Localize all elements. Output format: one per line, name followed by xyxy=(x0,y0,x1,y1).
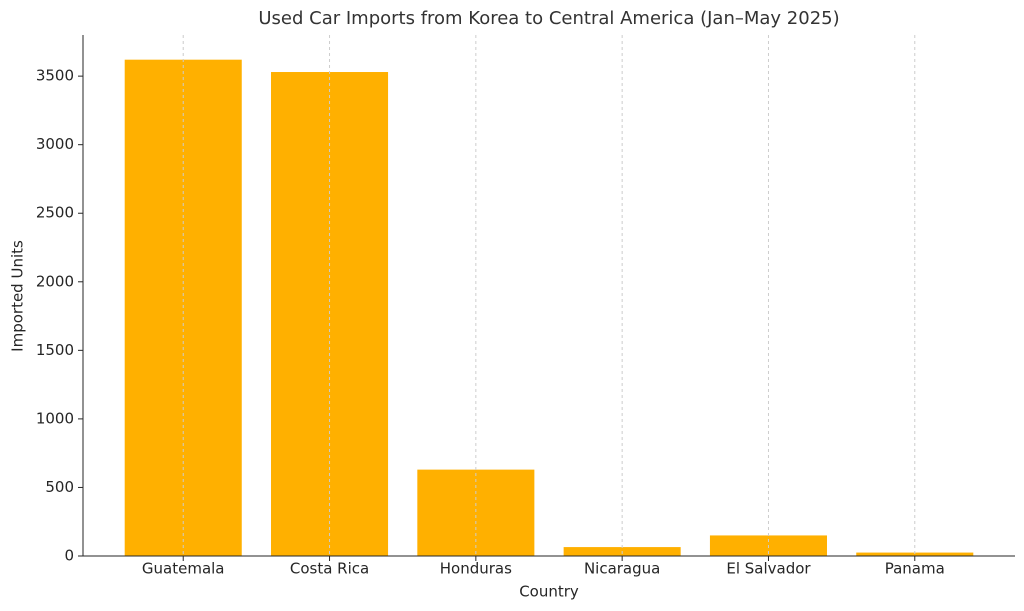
bar xyxy=(417,469,535,556)
y-tick-label: 1500 xyxy=(36,341,74,359)
y-tick-label: 2000 xyxy=(36,272,74,290)
y-tick-label: 500 xyxy=(45,478,74,496)
y-tick-label: 2500 xyxy=(36,204,74,222)
y-tick-label: 3500 xyxy=(36,67,74,85)
y-tick-label: 0 xyxy=(64,547,74,565)
chart-title: Used Car Imports from Korea to Central A… xyxy=(258,8,839,29)
y-tick-label: 1000 xyxy=(36,409,74,427)
y-axis-label: Imported Units xyxy=(9,240,27,352)
x-tick-label: Guatemala xyxy=(142,560,225,578)
x-tick-label: Honduras xyxy=(440,560,512,578)
x-tick-label: Costa Rica xyxy=(290,560,369,578)
x-tick-label: Nicaragua xyxy=(584,560,660,578)
x-tick-label: Panama xyxy=(885,560,945,578)
bar xyxy=(856,552,974,556)
x-axis-label: Country xyxy=(519,583,579,601)
x-tick-label: El Salvador xyxy=(726,560,811,578)
y-tick-label: 3000 xyxy=(36,135,74,153)
